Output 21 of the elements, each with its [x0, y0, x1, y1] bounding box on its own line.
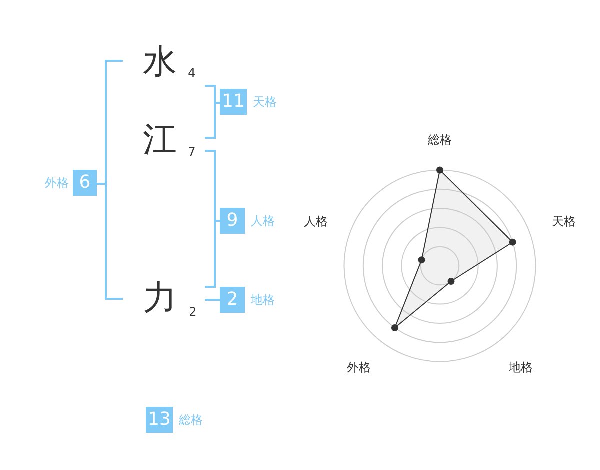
spoke-label: 人格 — [304, 214, 328, 229]
text: 総格 — [179, 412, 204, 428]
text: 6 — [73, 170, 97, 196]
category-label: 江 — [142, 120, 178, 160]
text: 人格 — [251, 213, 276, 229]
category-label: 水 — [142, 42, 178, 82]
text: 11 — [220, 89, 247, 115]
category-label: 力 — [142, 278, 178, 318]
text: 2 — [188, 304, 198, 320]
spoke-label: 外格 — [346, 360, 371, 375]
text: 9 — [220, 208, 245, 234]
text: 地格 — [251, 292, 276, 308]
text: 13 — [146, 407, 173, 433]
text: 7 — [187, 144, 197, 160]
text: 4 — [187, 65, 197, 81]
text: 2 — [220, 287, 245, 313]
spoke-label: 天格 — [552, 214, 576, 229]
text: 天格 — [253, 94, 278, 110]
spoke-label: 地格 — [508, 360, 534, 375]
text: 外格 — [44, 175, 69, 191]
spoke-label: 総格 — [427, 133, 452, 148]
